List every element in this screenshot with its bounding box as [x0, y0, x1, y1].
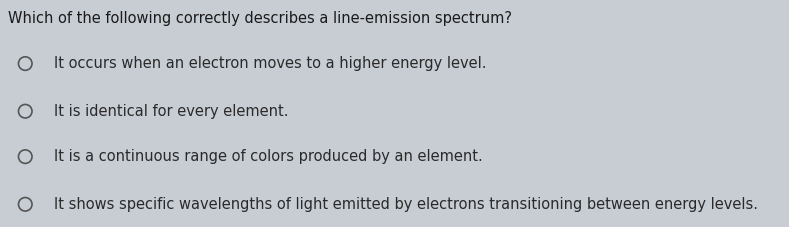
Text: Which of the following correctly describes a line-emission spectrum?: Which of the following correctly describ… [8, 11, 512, 26]
Text: It is a continuous range of colors produced by an element.: It is a continuous range of colors produ… [54, 149, 482, 164]
Text: It shows specific wavelengths of light emitted by electrons transitioning betwee: It shows specific wavelengths of light e… [54, 197, 757, 212]
Text: It is identical for every element.: It is identical for every element. [54, 104, 288, 119]
Text: It occurs when an electron moves to a higher energy level.: It occurs when an electron moves to a hi… [54, 56, 486, 71]
